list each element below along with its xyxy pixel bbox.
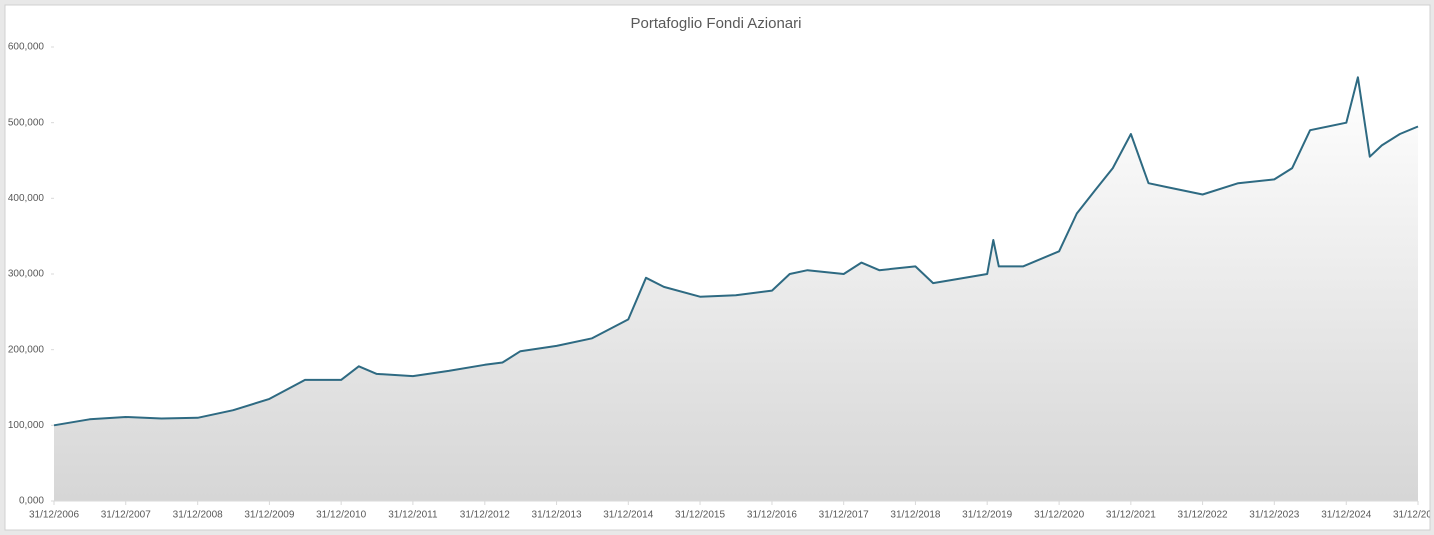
- x-tick-label: 31/12/2019: [962, 510, 1012, 521]
- x-tick-label: 31/12/2011: [388, 510, 438, 521]
- x-tick-label: 31/12/2023: [1249, 510, 1299, 521]
- y-tick-label: 100,000: [8, 420, 45, 431]
- y-tick-label: 600,000: [8, 42, 45, 53]
- x-tick-label: 31/12/2010: [316, 510, 366, 521]
- x-tick-label: 31/12/2024: [1321, 510, 1371, 521]
- y-tick-label: 0,000: [19, 496, 44, 507]
- x-tick-label: 31/12/2014: [603, 510, 653, 521]
- chart-title: Portafoglio Fondi Azionari: [631, 15, 802, 32]
- x-tick-label: 31/12/2020: [1034, 510, 1084, 521]
- x-tick-label: 31/12/2017: [819, 510, 869, 521]
- x-tick-label: 31/12/2009: [244, 510, 294, 521]
- y-tick-label: 300,000: [8, 269, 45, 280]
- line: [53, 76, 1419, 427]
- plot: 0,000 100,000 200,000 300,000 400,000 500,000…: [8, 42, 1434, 521]
- area: [54, 77, 1418, 502]
- x-tick-label: 31/12/2021: [1106, 510, 1156, 521]
- x-tick-label: 31/12/2012: [460, 510, 510, 521]
- x-tick-label: 31/12/2008: [173, 510, 223, 521]
- x-tick-label: 31/12/2013: [532, 510, 582, 521]
- x-tick-label: 31/12/2006: [29, 510, 79, 521]
- x-tick-label: 31/12/2025: [1393, 510, 1434, 521]
- x-tick-label: 31/12/2015: [675, 510, 725, 521]
- x-tick-label: 31/12/2016: [747, 510, 797, 521]
- y-tick-label: 200,000: [8, 344, 45, 355]
- x-tick-label: 31/12/2022: [1178, 510, 1228, 521]
- y-tick-label: 400,000: [8, 193, 45, 204]
- y-tick-label: 500,000: [8, 117, 45, 128]
- x-tick-label: 31/12/2007: [101, 510, 151, 521]
- x-tick-label: 31/12/2018: [890, 510, 940, 521]
